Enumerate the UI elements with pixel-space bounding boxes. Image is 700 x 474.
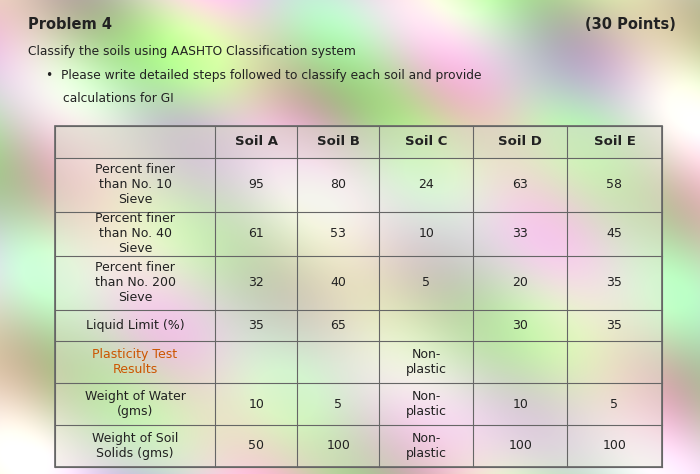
Text: 5: 5 (422, 276, 430, 289)
Text: Weight of Soil
Solids (gms): Weight of Soil Solids (gms) (92, 432, 178, 460)
Text: 24: 24 (419, 178, 434, 191)
Text: Soil A: Soil A (235, 135, 278, 148)
Text: Non-
plastic: Non- plastic (406, 348, 447, 376)
Text: Soil D: Soil D (498, 135, 542, 148)
Text: Weight of Water
(gms): Weight of Water (gms) (85, 390, 186, 418)
Text: 5: 5 (335, 398, 342, 410)
Bar (55, 158, 662, 212)
Text: 5: 5 (610, 398, 619, 410)
Bar (55, 310, 662, 341)
Bar (55, 212, 662, 255)
Text: 33: 33 (512, 228, 528, 240)
Text: (30 Points): (30 Points) (584, 17, 676, 32)
Text: 100: 100 (326, 439, 350, 453)
Text: 58: 58 (606, 178, 622, 191)
Text: 100: 100 (508, 439, 532, 453)
Text: 65: 65 (330, 319, 346, 332)
Bar (55, 383, 662, 425)
Text: 40: 40 (330, 276, 346, 289)
Text: 20: 20 (512, 276, 528, 289)
Text: Soil C: Soil C (405, 135, 447, 148)
Text: Percent finer
than No. 40
Sieve: Percent finer than No. 40 Sieve (95, 212, 175, 255)
Text: Percent finer
than No. 200
Sieve: Percent finer than No. 200 Sieve (94, 261, 176, 304)
Text: 10: 10 (248, 398, 265, 410)
Text: Classify the soils using AASHTO Classification system: Classify the soils using AASHTO Classifi… (28, 45, 356, 58)
Text: 95: 95 (248, 178, 265, 191)
Bar (55, 425, 662, 467)
Text: 30: 30 (512, 319, 528, 332)
Bar (55, 126, 662, 467)
Text: 80: 80 (330, 178, 346, 191)
Text: Liquid Limit (%): Liquid Limit (%) (85, 319, 184, 332)
Text: Non-
plastic: Non- plastic (406, 390, 447, 418)
Text: 35: 35 (606, 319, 622, 332)
Text: 35: 35 (248, 319, 265, 332)
Bar (55, 126, 662, 158)
Bar (55, 341, 662, 383)
Text: 10: 10 (512, 398, 528, 410)
Text: 53: 53 (330, 228, 346, 240)
Text: •  Please write detailed steps followed to classify each soil and provide: • Please write detailed steps followed t… (46, 69, 481, 82)
Text: Problem 4: Problem 4 (28, 17, 112, 32)
Text: 10: 10 (419, 228, 434, 240)
Text: 45: 45 (606, 228, 622, 240)
Bar (55, 255, 662, 310)
Text: 32: 32 (248, 276, 265, 289)
Text: 50: 50 (248, 439, 265, 453)
Text: Percent finer
than No. 10
Sieve: Percent finer than No. 10 Sieve (95, 164, 175, 206)
Text: Soil E: Soil E (594, 135, 636, 148)
Text: 35: 35 (606, 276, 622, 289)
Text: Soil B: Soil B (317, 135, 360, 148)
Text: Plasticity Test
Results: Plasticity Test Results (92, 348, 178, 376)
Text: 63: 63 (512, 178, 528, 191)
Text: 100: 100 (603, 439, 627, 453)
Text: 61: 61 (248, 228, 265, 240)
Text: calculations for GI: calculations for GI (63, 92, 174, 105)
Text: Non-
plastic: Non- plastic (406, 432, 447, 460)
